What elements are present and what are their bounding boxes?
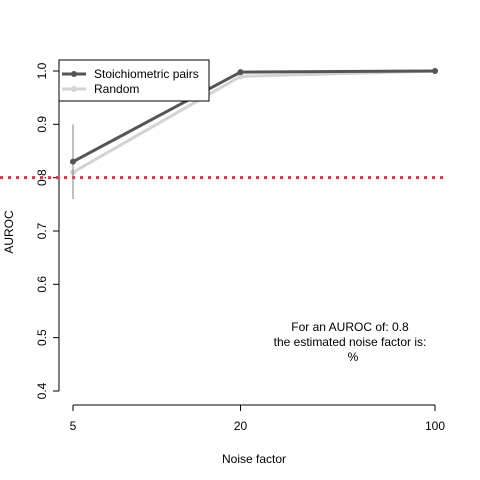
data-point bbox=[432, 68, 438, 74]
annotation-line-1: For an AUROC of: 0.8 bbox=[291, 320, 409, 334]
y-axis-label: AUROC bbox=[2, 210, 16, 254]
data-point bbox=[70, 158, 76, 165]
y-tick-label: 0.4 bbox=[35, 382, 49, 399]
legend-box bbox=[58, 59, 210, 102]
legend-marker bbox=[71, 71, 77, 77]
legend-label: Random bbox=[94, 82, 139, 96]
annotation-line-2: the estimated noise factor is: bbox=[274, 335, 427, 349]
x-axis: 5 20 100 bbox=[70, 404, 445, 433]
data-point bbox=[237, 69, 244, 76]
y-tick-label: 0.7 bbox=[35, 222, 49, 239]
data-point bbox=[237, 73, 244, 80]
legend-marker bbox=[71, 86, 77, 92]
series-layer bbox=[70, 68, 438, 199]
x-tick-label: 100 bbox=[425, 419, 445, 433]
x-tick-label: 5 bbox=[70, 419, 77, 433]
x-axis-label: Noise factor bbox=[222, 452, 286, 466]
y-tick-label: 1.0 bbox=[35, 62, 49, 79]
legend-label: Stoichiometric pairs bbox=[94, 67, 199, 81]
series-0 bbox=[70, 68, 438, 199]
y-tick-label: 0.9 bbox=[35, 116, 49, 133]
y-tick-label: 0.6 bbox=[35, 276, 49, 293]
x-tick-label: 20 bbox=[234, 419, 248, 433]
y-axis: 0.40.50.60.70.80.91.0 bbox=[35, 62, 60, 399]
y-tick-label: 0.5 bbox=[35, 329, 49, 346]
annotation-line-3: % bbox=[348, 350, 359, 364]
